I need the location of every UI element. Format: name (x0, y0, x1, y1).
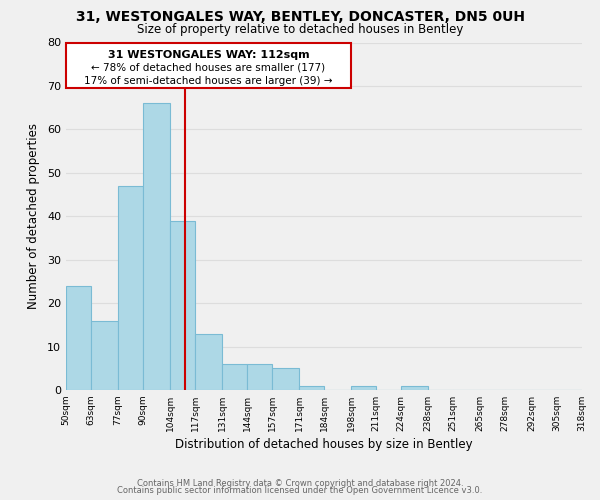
Bar (272, 368, 299, 390)
Bar (170, 220, 195, 390)
Bar (66, 42, 351, 88)
Text: 31, WESTONGALES WAY, BENTLEY, DONCASTER, DN5 0UH: 31, WESTONGALES WAY, BENTLEY, DONCASTER,… (76, 10, 524, 24)
Bar (66, 286, 91, 390)
Text: ← 78% of detached houses are smaller (177): ← 78% of detached houses are smaller (17… (91, 62, 326, 72)
Bar (195, 334, 222, 390)
Bar (91, 320, 118, 390)
Y-axis label: Number of detached properties: Number of detached properties (27, 123, 40, 309)
Bar (222, 364, 247, 390)
Bar (299, 386, 324, 390)
Bar (351, 386, 376, 390)
Bar (143, 104, 170, 390)
X-axis label: Distribution of detached houses by size in Bentley: Distribution of detached houses by size … (175, 438, 473, 451)
Text: Contains HM Land Registry data © Crown copyright and database right 2024.: Contains HM Land Registry data © Crown c… (137, 478, 463, 488)
Bar (118, 186, 143, 390)
Text: 17% of semi-detached houses are larger (39) →: 17% of semi-detached houses are larger (… (84, 76, 333, 86)
Text: 31 WESTONGALES WAY: 112sqm: 31 WESTONGALES WAY: 112sqm (107, 50, 309, 59)
Bar (247, 364, 272, 390)
Bar (401, 386, 428, 390)
Text: Size of property relative to detached houses in Bentley: Size of property relative to detached ho… (137, 22, 463, 36)
Text: Contains public sector information licensed under the Open Government Licence v3: Contains public sector information licen… (118, 486, 482, 495)
